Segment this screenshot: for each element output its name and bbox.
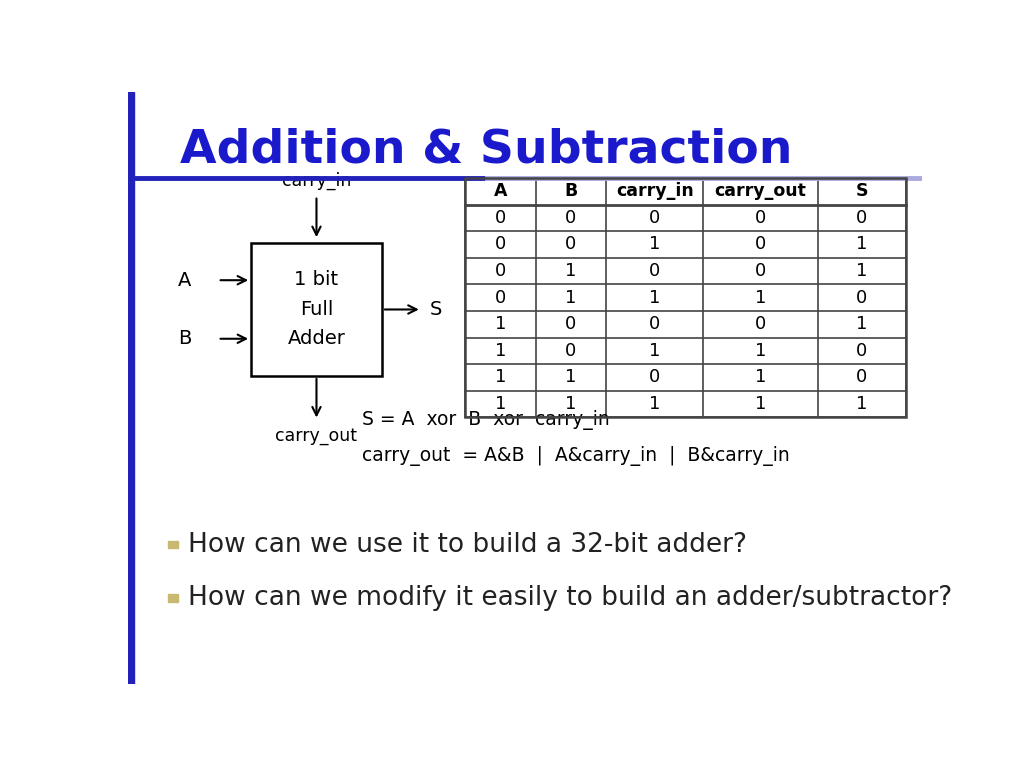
Text: 0: 0: [649, 369, 660, 386]
Text: S: S: [430, 300, 442, 319]
Text: carry_out: carry_out: [275, 428, 357, 445]
Text: carry_out: carry_out: [715, 182, 806, 200]
Text: 0: 0: [856, 342, 867, 360]
Text: 1: 1: [565, 262, 577, 280]
Text: 1: 1: [495, 316, 506, 333]
Text: B: B: [178, 329, 191, 348]
Text: 1: 1: [755, 369, 766, 386]
Text: carry_in: carry_in: [282, 171, 351, 190]
Text: 1: 1: [565, 395, 577, 413]
Text: 1: 1: [856, 236, 867, 253]
Text: How can we modify it easily to build an adder/subtractor?: How can we modify it easily to build an …: [187, 584, 951, 611]
Text: 1: 1: [649, 236, 660, 253]
Text: 0: 0: [649, 316, 660, 333]
Text: 1: 1: [649, 289, 660, 306]
Text: 1: 1: [755, 395, 766, 413]
Bar: [128, 92, 133, 684]
Text: A: A: [494, 182, 507, 200]
Text: 0: 0: [495, 236, 506, 253]
Text: 1: 1: [565, 289, 577, 306]
Text: 0: 0: [565, 209, 577, 227]
Text: 0: 0: [856, 209, 867, 227]
Text: 0: 0: [565, 236, 577, 253]
Text: 1: 1: [856, 395, 867, 413]
Text: 0: 0: [495, 209, 506, 227]
Text: 1: 1: [495, 395, 506, 413]
Text: 1: 1: [649, 342, 660, 360]
Text: A: A: [178, 270, 191, 290]
Text: 1: 1: [565, 369, 577, 386]
Text: carry_in: carry_in: [615, 182, 693, 200]
Text: 0: 0: [856, 369, 867, 386]
Text: 1 bit
Full
Adder: 1 bit Full Adder: [288, 270, 345, 349]
Text: 0: 0: [565, 342, 577, 360]
Text: Addition & Subtraction: Addition & Subtraction: [179, 127, 793, 173]
Bar: [465, 178, 905, 418]
Text: 1: 1: [856, 316, 867, 333]
Text: 0: 0: [495, 289, 506, 306]
Bar: [251, 243, 382, 376]
Text: 0: 0: [495, 262, 506, 280]
Text: 0: 0: [755, 316, 766, 333]
Text: 0: 0: [649, 262, 660, 280]
Text: How can we use it to build a 32-bit adder?: How can we use it to build a 32-bit adde…: [187, 531, 746, 558]
Text: 1: 1: [495, 369, 506, 386]
Text: 1: 1: [495, 342, 506, 360]
Text: 0: 0: [755, 209, 766, 227]
Text: S = A  xor  B  xor  carry_in: S = A xor B xor carry_in: [362, 410, 610, 430]
Text: 1: 1: [856, 262, 867, 280]
Text: 1: 1: [649, 395, 660, 413]
Bar: [465, 178, 905, 418]
Text: 1: 1: [755, 342, 766, 360]
Text: 1: 1: [755, 289, 766, 306]
Text: S: S: [855, 182, 868, 200]
Bar: [168, 541, 178, 548]
Bar: [168, 594, 178, 601]
Text: 0: 0: [755, 236, 766, 253]
Text: 0: 0: [565, 316, 577, 333]
Text: B: B: [564, 182, 578, 200]
Text: 0: 0: [856, 289, 867, 306]
Text: 0: 0: [755, 262, 766, 280]
Text: 0: 0: [649, 209, 660, 227]
Text: carry_out  = A&B  |  A&carry_in  |  B&carry_in: carry_out = A&B | A&carry_in | B&carry_i…: [362, 446, 790, 466]
